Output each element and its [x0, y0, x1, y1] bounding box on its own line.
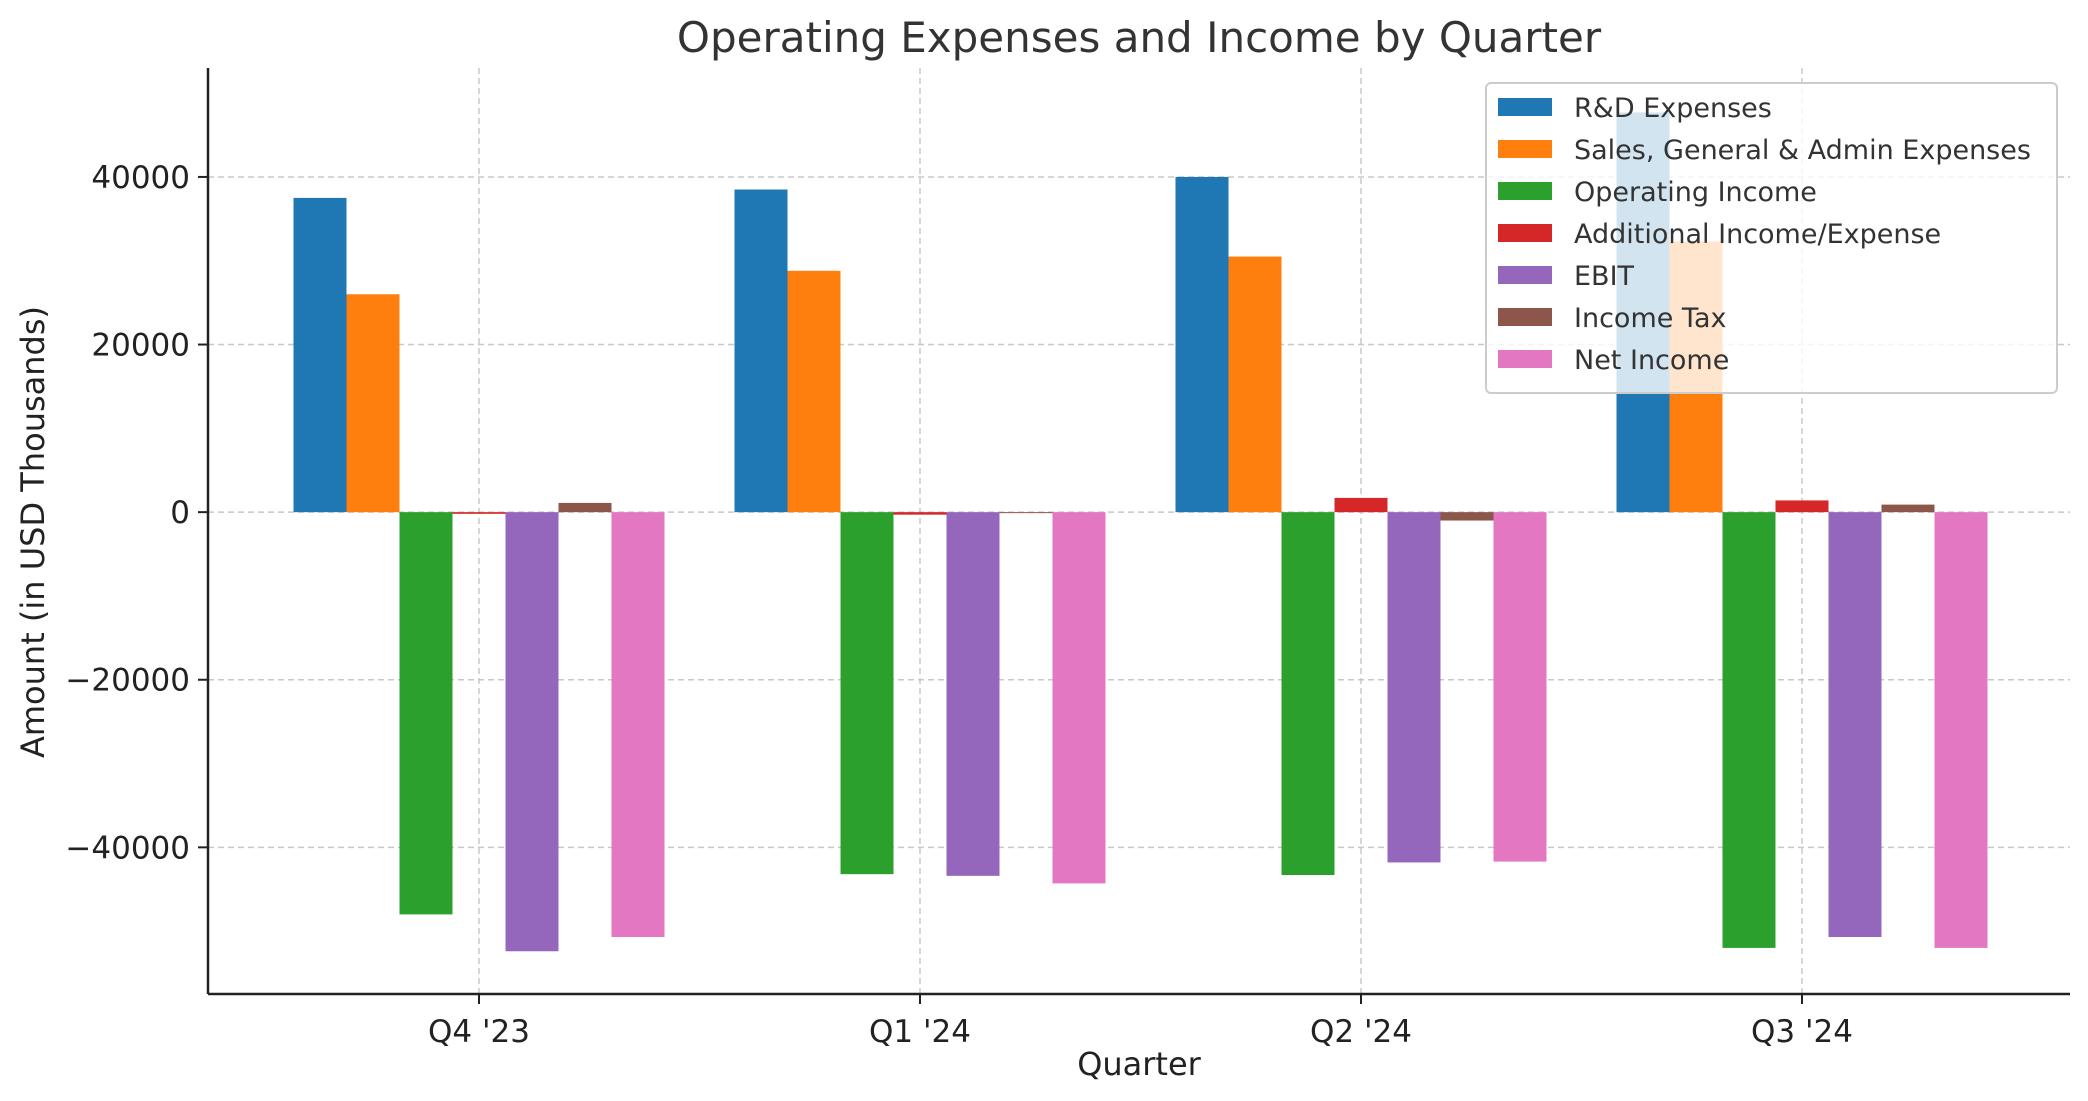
y-tick-label: −40000 [65, 830, 190, 866]
bar [505, 512, 559, 952]
y-tick-label: 20000 [91, 328, 190, 364]
legend-swatch [1498, 182, 1552, 200]
chart-title: Operating Expenses and Income by Quarter [677, 13, 1602, 62]
y-axis-label: Amount (in USD Thousands) [14, 306, 52, 758]
legend-label: Operating Income [1574, 177, 1817, 208]
bar [293, 197, 347, 513]
bar [946, 512, 1000, 876]
bar [346, 294, 400, 513]
legend-swatch [1498, 140, 1552, 158]
bar [1440, 512, 1494, 521]
legend-label: Income Tax [1574, 303, 1727, 334]
legend-box [1485, 82, 2058, 394]
bar [452, 512, 506, 514]
bar [1775, 500, 1829, 513]
bar [734, 189, 788, 513]
bar [399, 512, 453, 915]
bar [1228, 256, 1282, 513]
bar [999, 512, 1053, 514]
x-tick-label: Q2 '24 [1310, 1014, 1412, 1050]
x-axis-label: Quarter [1077, 1045, 1201, 1083]
x-tick-label: Q3 '24 [1751, 1014, 1853, 1050]
y-tick-label: −20000 [65, 663, 190, 699]
x-tick-label: Q4 '23 [428, 1014, 530, 1050]
legend-swatch [1498, 350, 1552, 368]
bar [840, 512, 894, 875]
legend-swatch [1498, 98, 1552, 116]
bar [1934, 512, 1988, 948]
y-tick-label: 0 [170, 495, 190, 531]
axes: −40000 −20000 0 20000 40000 Q4 '23 Q1 '24 Q2 '2… [65, 68, 2070, 1050]
x-tick-label: Q1 '24 [869, 1014, 971, 1050]
legend-swatch [1498, 266, 1552, 284]
bar [1722, 512, 1776, 948]
bar [1881, 504, 1935, 513]
bar [611, 512, 665, 938]
bar [893, 512, 947, 515]
bar [1281, 512, 1335, 876]
legend-label: Sales, General & Admin Expenses [1574, 135, 2031, 166]
legend-label: EBIT [1574, 261, 1635, 292]
bar [787, 270, 841, 513]
legend: R&D Expenses Sales, General & Admin Expen… [1485, 82, 2058, 394]
bar [1052, 512, 1106, 884]
y-tick-label: 40000 [91, 160, 190, 196]
legend-label: Net Income [1574, 345, 1729, 376]
bar [558, 502, 612, 513]
bar [1334, 497, 1388, 513]
bars [293, 112, 1988, 952]
legend-label: R&D Expenses [1574, 93, 1772, 124]
bar [1175, 176, 1229, 513]
legend-swatch [1498, 308, 1552, 326]
bar [1387, 512, 1441, 863]
bar [1828, 512, 1882, 938]
legend-label: Additional Income/Expense [1574, 219, 1941, 250]
legend-swatch [1498, 224, 1552, 242]
bar [1493, 512, 1547, 862]
